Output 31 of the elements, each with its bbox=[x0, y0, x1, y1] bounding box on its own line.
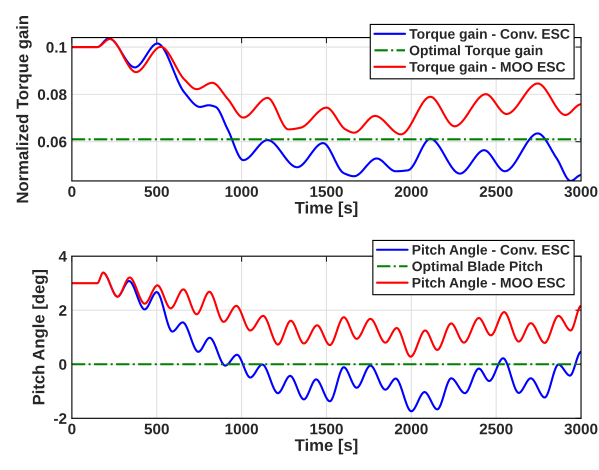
x-tick-label: 500 bbox=[144, 186, 169, 198]
x-tick-label: 500 bbox=[144, 424, 169, 434]
x-tick-label: 0 bbox=[68, 424, 76, 434]
legend-label: Optimal Torque gain bbox=[410, 45, 542, 58]
y-tick-label: 4 bbox=[58, 251, 67, 262]
x-tick-label: 2000 bbox=[394, 186, 428, 198]
x-tick-label: 1500 bbox=[310, 186, 343, 198]
legend-label: Pitch Angle - MOO ESC bbox=[412, 277, 566, 290]
y-axis-title: Normalized Torque gain bbox=[16, 16, 32, 202]
y-tick-label: 0.1 bbox=[46, 42, 67, 53]
legend-label: Pitch Angle - Conv. ESC bbox=[412, 244, 570, 258]
x-tick-label: 0 bbox=[68, 186, 76, 198]
x-tick-label: 1000 bbox=[226, 424, 258, 434]
x-tick-label: 2500 bbox=[480, 424, 513, 434]
legend-label: Torque gain - MOO ESC bbox=[409, 62, 566, 75]
y-tick-label: -2 bbox=[54, 413, 66, 424]
x-tick-label: 3000 bbox=[564, 186, 598, 198]
y-tick-label: 0.06 bbox=[38, 136, 66, 148]
x-tick-label: 1500 bbox=[310, 424, 343, 434]
x-tick-label: 2000 bbox=[394, 424, 428, 434]
x-tick-label: 2500 bbox=[480, 186, 513, 198]
x-tick-label: 3000 bbox=[564, 424, 598, 434]
x-axis-title: Time [s] bbox=[294, 438, 358, 454]
x-tick-label: 1000 bbox=[226, 186, 258, 198]
y-tick-label: 0.08 bbox=[38, 89, 67, 100]
y-tick-label: 0 bbox=[59, 359, 66, 370]
y-tick-label: 2 bbox=[59, 305, 66, 316]
legend-label: Torque gain - Conv. ESC bbox=[409, 28, 570, 42]
legend-label: Optimal Blade Pitch bbox=[412, 261, 542, 274]
y-axis-title: Pitch Angle [deg] bbox=[32, 270, 48, 404]
x-axis-title: Time [s] bbox=[294, 201, 358, 217]
